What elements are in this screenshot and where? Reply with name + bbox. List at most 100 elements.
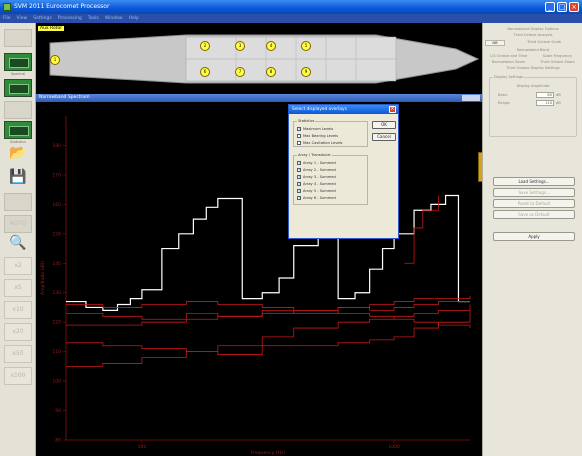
checkbox-array-2[interactable]: ✓ Array 2 - Summed [297, 166, 336, 172]
y-tick-label: 180 [52, 143, 61, 149]
menu-view[interactable]: View [16, 16, 28, 21]
checkbox-maximum-levels[interactable]: ✓ Maximum Levels [297, 125, 334, 131]
tab-third-octave-scale[interactable]: Third Octave Scale [527, 40, 561, 44]
y-tick-label: 140 [52, 261, 61, 267]
menu-processing[interactable]: Processing [57, 16, 82, 21]
vessel-layout-panel: Aux Rotor 1 2 3 4 5 6 7 8 9 [36, 23, 482, 94]
base-input[interactable]: 80 [536, 92, 554, 98]
dialog-titlebar[interactable]: Select displayed overlays × [289, 105, 398, 114]
checkbox-checked-icon[interactable]: ✓ [297, 125, 302, 131]
menu-file[interactable]: File [3, 16, 11, 21]
zoom-x5-button[interactable]: x5 [4, 279, 32, 297]
statistics-group: Statistics ✓ Maximum Levels Max Bearing L… [293, 119, 368, 147]
info-line: Third Octave Zoom [540, 60, 575, 64]
sensor-marker[interactable]: 9 [301, 67, 311, 77]
x-tick-label: 100 [138, 444, 147, 450]
minimize-button[interactable]: _ [545, 2, 555, 12]
info-line: 1/3 Octave and Time [489, 54, 528, 58]
checkbox-array-3[interactable]: ✓ Array 3 - Summed [297, 173, 336, 179]
checkbox-max-bearing-levels[interactable]: Max Bearing Levels [297, 133, 338, 138]
y-tick-label: 130 [52, 290, 61, 296]
menu-window[interactable]: Window [104, 16, 123, 21]
checkbox-unchecked-icon[interactable] [297, 133, 301, 138]
sensor-marker[interactable]: 8 [266, 67, 276, 77]
range-unit: dB [556, 101, 561, 105]
zoom-x20-button[interactable]: x20 [4, 323, 32, 341]
checkbox-checked-icon[interactable]: ✓ [297, 173, 302, 179]
checkbox-checked-icon[interactable]: ✓ [297, 180, 302, 186]
save-settings-button[interactable]: Save Settings... [493, 188, 575, 197]
zoom-x2-button[interactable]: x2 [4, 257, 32, 275]
checkbox-max-cavitation-levels[interactable]: Max Cavitation Levels [297, 140, 342, 145]
zoom-x100-button[interactable]: x100 [4, 367, 32, 385]
checkbox-array-4[interactable]: ✓ Array 4 - Summed [297, 180, 336, 186]
ok-button[interactable]: OK [372, 121, 396, 129]
menu-settings[interactable]: Settings [33, 16, 52, 21]
sensor-marker[interactable]: 6 [200, 67, 210, 77]
zoom-magnifier-icon[interactable]: 🔍 [9, 235, 27, 251]
display-settings-group: Display Settings Display Amplitude Base:… [489, 75, 577, 137]
close-button[interactable]: × [569, 2, 579, 12]
auto-scale-button[interactable]: AUTO [4, 215, 32, 233]
y-axis-label: Amplitude (dB) [40, 261, 46, 295]
app-icon [3, 3, 11, 11]
open-folder-icon[interactable]: 📂 [9, 145, 27, 161]
panel-header-2: Third Octave Analysis [513, 33, 553, 37]
save-as-default-button[interactable]: Save as Default [493, 210, 575, 219]
statistics-group-title: Statistics [297, 119, 316, 123]
plot-window-title: Narrowband Spectrum [39, 95, 90, 100]
title-bar[interactable]: SVM 2011 Eurocomet Processor _ □ × [0, 0, 582, 14]
y-tick-label: 160 [52, 202, 61, 208]
range-label: Range: [498, 101, 511, 105]
plot-window-controls[interactable] [462, 95, 480, 101]
y-tick-label: 150 [52, 231, 61, 237]
save-disk-icon[interactable]: 💾 [9, 169, 27, 185]
spectral-label: Spectral [10, 72, 26, 76]
plot-window-titlebar[interactable]: Narrowband Spectrum [36, 94, 482, 102]
sensor-marker[interactable]: 5 [301, 41, 311, 51]
cancel-button[interactable]: Cancel [372, 133, 396, 141]
checkbox-checked-icon[interactable]: ✓ [297, 187, 302, 193]
select-overlays-dialog: Select displayed overlays × Statistics ✓… [288, 104, 399, 239]
panel-header-1: Narrowband Display Options [507, 27, 559, 31]
menu-tools[interactable]: Tools [87, 16, 99, 21]
toolbar-blank-button-2[interactable] [4, 101, 32, 119]
tab-nb[interactable]: NB [485, 40, 505, 46]
checkbox-checked-icon[interactable]: ✓ [297, 194, 302, 200]
series-line-6 [66, 301, 471, 329]
x-axis-label: Frequency (Hz) [251, 450, 285, 456]
spectrum-chart: 80 90 100 110 120 130 140 150 160 170 180 100 1000 Fr… [40, 116, 471, 456]
range-input[interactable]: 110 [536, 100, 554, 106]
sensor-marker[interactable]: 7 [235, 67, 245, 77]
checkbox-array-1[interactable]: ✓ Array 1 - Summed [297, 159, 336, 165]
display-settings-title: Display Settings [493, 75, 525, 79]
checkbox-checked-icon[interactable]: ✓ [297, 159, 302, 165]
sensor-marker[interactable]: 1 [50, 55, 60, 65]
zoom-x50-button[interactable]: x50 [4, 345, 32, 363]
toolbar-blank-button-3[interactable] [4, 193, 32, 211]
maximize-button[interactable]: □ [557, 2, 567, 12]
hull-outline [49, 34, 480, 84]
apply-button[interactable]: Apply [493, 232, 575, 241]
checkbox-array-6[interactable]: ✓ Array 6 - Summed [297, 194, 336, 200]
checkbox-unchecked-icon[interactable] [297, 140, 301, 145]
info-line: Narrowband Zoom [491, 60, 526, 64]
statistics-view-button[interactable] [4, 121, 32, 139]
sensor-marker[interactable]: 4 [266, 41, 276, 51]
checkbox-array-5[interactable]: ✓ Array 5 - Summed [297, 187, 336, 193]
array-group-title: Array / Transducer [297, 153, 332, 157]
dialog-close-icon[interactable]: × [389, 106, 396, 113]
sensor-marker[interactable]: 3 [235, 41, 245, 51]
checkbox-checked-icon[interactable]: ✓ [297, 166, 302, 172]
zoom-x10-button[interactable]: x10 [4, 301, 32, 319]
menu-help[interactable]: Help [128, 16, 139, 21]
spectral-view-button[interactable] [4, 53, 32, 71]
sensor-marker[interactable]: 2 [200, 41, 210, 51]
y-tick-label: 110 [52, 349, 61, 355]
reset-to-default-button[interactable]: Reset to Default [493, 199, 575, 208]
spectrum-plot[interactable]: 80 90 100 110 120 130 140 150 160 170 180 100 1000 Fr… [36, 102, 482, 456]
spectral-view-button-2[interactable] [4, 79, 32, 97]
load-settings-button[interactable]: Load Settings... [493, 177, 575, 186]
toolbar-blank-button[interactable] [4, 29, 32, 47]
